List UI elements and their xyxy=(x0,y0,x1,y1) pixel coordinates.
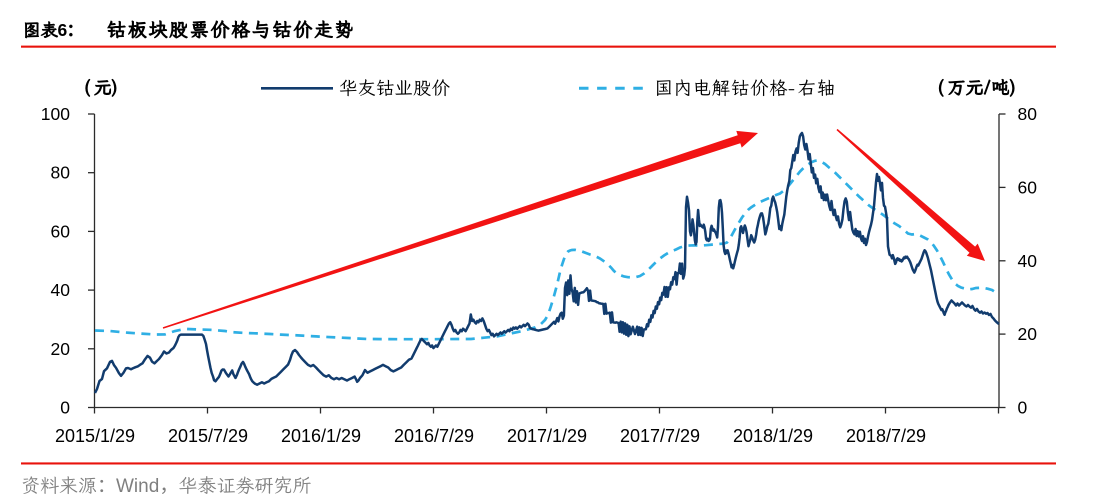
svg-text:2015/1/29: 2015/1/29 xyxy=(55,426,135,446)
svg-text:2017/7/29: 2017/7/29 xyxy=(620,426,700,446)
svg-text:0: 0 xyxy=(1018,398,1028,418)
svg-text:2018/7/29: 2018/7/29 xyxy=(846,426,926,446)
svg-text:Wind: Wind xyxy=(116,476,159,497)
svg-text:2017/1/29: 2017/1/29 xyxy=(507,426,587,446)
svg-text:0: 0 xyxy=(60,398,70,418)
svg-text:20: 20 xyxy=(51,339,71,359)
svg-text:6: 6 xyxy=(58,20,68,40)
svg-text:100: 100 xyxy=(41,104,70,124)
svg-text:20: 20 xyxy=(1018,324,1038,344)
svg-text:2016/1/29: 2016/1/29 xyxy=(281,426,361,446)
svg-text:60: 60 xyxy=(51,221,71,241)
svg-text:2015/7/29: 2015/7/29 xyxy=(168,426,248,446)
svg-text:40: 40 xyxy=(1018,251,1038,271)
svg-text:2018/1/29: 2018/1/29 xyxy=(733,426,813,446)
svg-text:80: 80 xyxy=(1018,104,1038,124)
svg-text:40: 40 xyxy=(51,280,71,300)
svg-text:2016/7/29: 2016/7/29 xyxy=(394,426,474,446)
svg-text:60: 60 xyxy=(1018,177,1038,197)
svg-text:80: 80 xyxy=(51,163,71,183)
